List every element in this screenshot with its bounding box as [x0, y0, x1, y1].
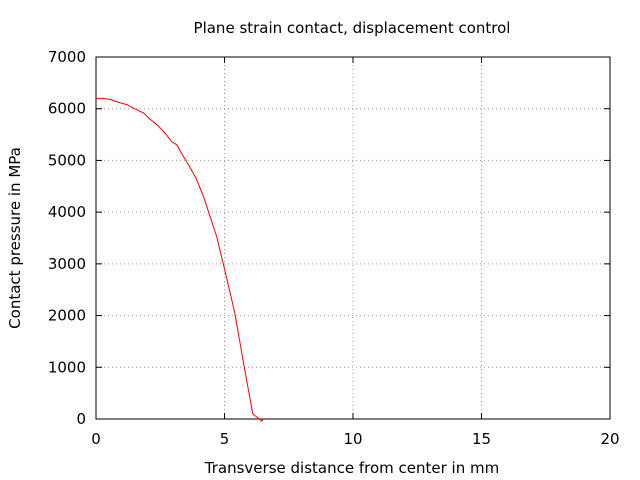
y-tick-label: 7000 [48, 48, 86, 66]
y-tick-label: 0 [76, 410, 86, 428]
series-layer [96, 97, 264, 422]
x-tick-label: 0 [91, 430, 101, 448]
contact-pressure-line [96, 97, 264, 422]
x-tick-label: 10 [343, 430, 362, 448]
y-tick-label: 5000 [48, 151, 86, 169]
chart-title: Plane strain contact, displacement contr… [194, 19, 511, 37]
axis-ticks: 0 5 10 15 20 0 1000 2000 3000 4000 5000 6000 7000 [48, 48, 620, 448]
x-tick-label: 15 [472, 430, 491, 448]
grid-lines [96, 57, 610, 419]
y-tick-label: 2000 [48, 307, 86, 325]
x-axis-label: Transverse distance from center in mm [204, 459, 499, 477]
x-tick-label: 5 [220, 430, 230, 448]
y-tick-label: 4000 [48, 203, 86, 221]
x-tick-label: 20 [600, 430, 619, 448]
y-axis-label: Contact pressure in MPa [6, 147, 24, 329]
y-tick-label: 6000 [48, 100, 86, 118]
y-tick-label: 3000 [48, 255, 86, 273]
y-tick-label: 1000 [48, 358, 86, 376]
